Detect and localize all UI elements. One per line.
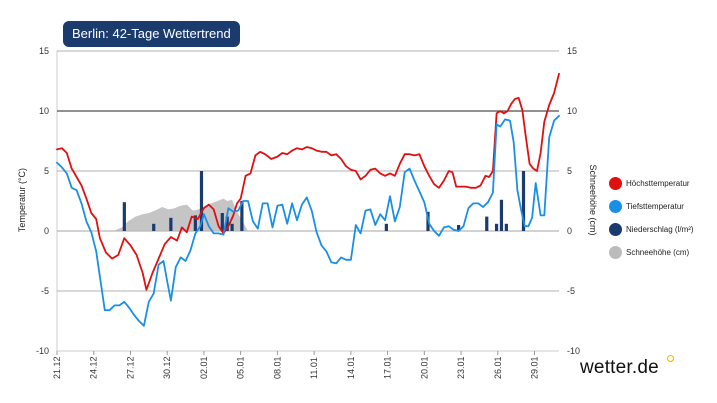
- precipitation-bar: [220, 213, 224, 231]
- x-tick-label: 23.01: [456, 356, 466, 379]
- precipitation-bar: [122, 202, 126, 231]
- y-tick-label: 10: [39, 106, 49, 116]
- precipitation-bar: [485, 216, 489, 231]
- y-tick-label: -10: [36, 346, 49, 356]
- precipitation-bar: [240, 201, 244, 231]
- precipitation-bar: [199, 171, 204, 231]
- x-tick-label: 11.01: [309, 357, 319, 379]
- precipitation-bar: [169, 217, 173, 231]
- y-tick-label: 0: [44, 226, 49, 236]
- y2-tick-label: 5: [567, 166, 572, 176]
- legend-label: Höchsttemperatur: [626, 179, 690, 188]
- y-tick-label: 15: [39, 46, 49, 56]
- y-tick-label: 5: [44, 166, 49, 176]
- x-tick-labels: 21.12 24.12 27.12 30.12 02.01 05.01 08.01 11.01…: [52, 351, 540, 379]
- snow-depth-area-shape: [113, 198, 249, 231]
- precipitation-bar: [225, 216, 229, 231]
- right-y-tick-labels: 15 10 5 0 -5 -10: [567, 46, 580, 356]
- precipitation-bar: [499, 199, 504, 231]
- x-tick-label: 14.01: [346, 356, 356, 379]
- left-y-tick-labels: 15 10 5 0 -5 -10: [36, 46, 49, 356]
- legend-item-min-temp: Tiefsttemperatur: [609, 195, 694, 218]
- legend-item-precipitation: Niederschlag (l/m²): [609, 218, 694, 241]
- x-tick-label: 26.01: [493, 356, 503, 379]
- y2-tick-label: 0: [567, 226, 572, 236]
- precipitation-bar: [193, 215, 197, 231]
- y2-tick-label: -10: [567, 346, 580, 356]
- legend-item-snow: Schneehöhe (cm): [609, 241, 694, 264]
- temperature-lines: [56, 72, 560, 327]
- legend-label: Niederschlag (l/m²): [626, 225, 694, 234]
- red-dot-icon: [609, 177, 622, 190]
- logo-dot-icon: [667, 355, 674, 362]
- x-tick-label: 30.12: [162, 356, 172, 379]
- min-temp-line: [56, 114, 560, 327]
- x-tick-label: 21.12: [52, 356, 62, 379]
- snow-depth-area: [113, 198, 249, 231]
- y-tick-label: -5: [41, 286, 49, 296]
- chart-title-badge: Berlin: 42-Tage Wettertrend: [63, 21, 240, 47]
- legend-label: Schneehöhe (cm): [626, 248, 690, 257]
- precipitation-bar: [152, 223, 156, 231]
- precipitation-bar: [230, 223, 234, 231]
- blue-dot-icon: [609, 200, 622, 213]
- x-tick-label: 17.01: [383, 356, 393, 379]
- brand-logo: wetter.de: [580, 357, 659, 378]
- max-temp-line: [56, 72, 560, 291]
- legend-item-max-temp: Höchsttemperatur: [609, 172, 694, 195]
- precipitation-bar: [384, 223, 388, 231]
- legend: Höchsttemperatur Tiefsttemperatur Nieder…: [609, 172, 694, 264]
- y2-tick-label: 10: [567, 106, 577, 116]
- legend-label: Tiefsttemperatur: [626, 202, 684, 211]
- x-tick-label: 24.12: [89, 356, 99, 379]
- y2-tick-label: 15: [567, 46, 577, 56]
- y2-tick-label: -5: [567, 286, 575, 296]
- gray-dot-icon: [609, 246, 622, 259]
- precipitation-bar: [521, 171, 526, 231]
- x-tick-label: 08.01: [272, 356, 282, 379]
- x-tick-label: 27.12: [125, 356, 135, 379]
- x-tick-label: 02.01: [199, 356, 209, 379]
- y-axis-label-right: Schneehöhe (cm): [588, 164, 598, 235]
- precipitation-bar: [504, 223, 508, 231]
- x-tick-label: 20.01: [419, 356, 429, 379]
- x-tick-label: 29.01: [530, 356, 540, 379]
- navy-dot-icon: [609, 223, 622, 236]
- y-axis-label-left: Temperatur (°C): [17, 168, 27, 232]
- precipitation-bar: [457, 225, 461, 231]
- x-tick-label: 05.01: [236, 356, 246, 379]
- precipitation-bar: [494, 223, 499, 231]
- precipitation-bars: [122, 171, 526, 231]
